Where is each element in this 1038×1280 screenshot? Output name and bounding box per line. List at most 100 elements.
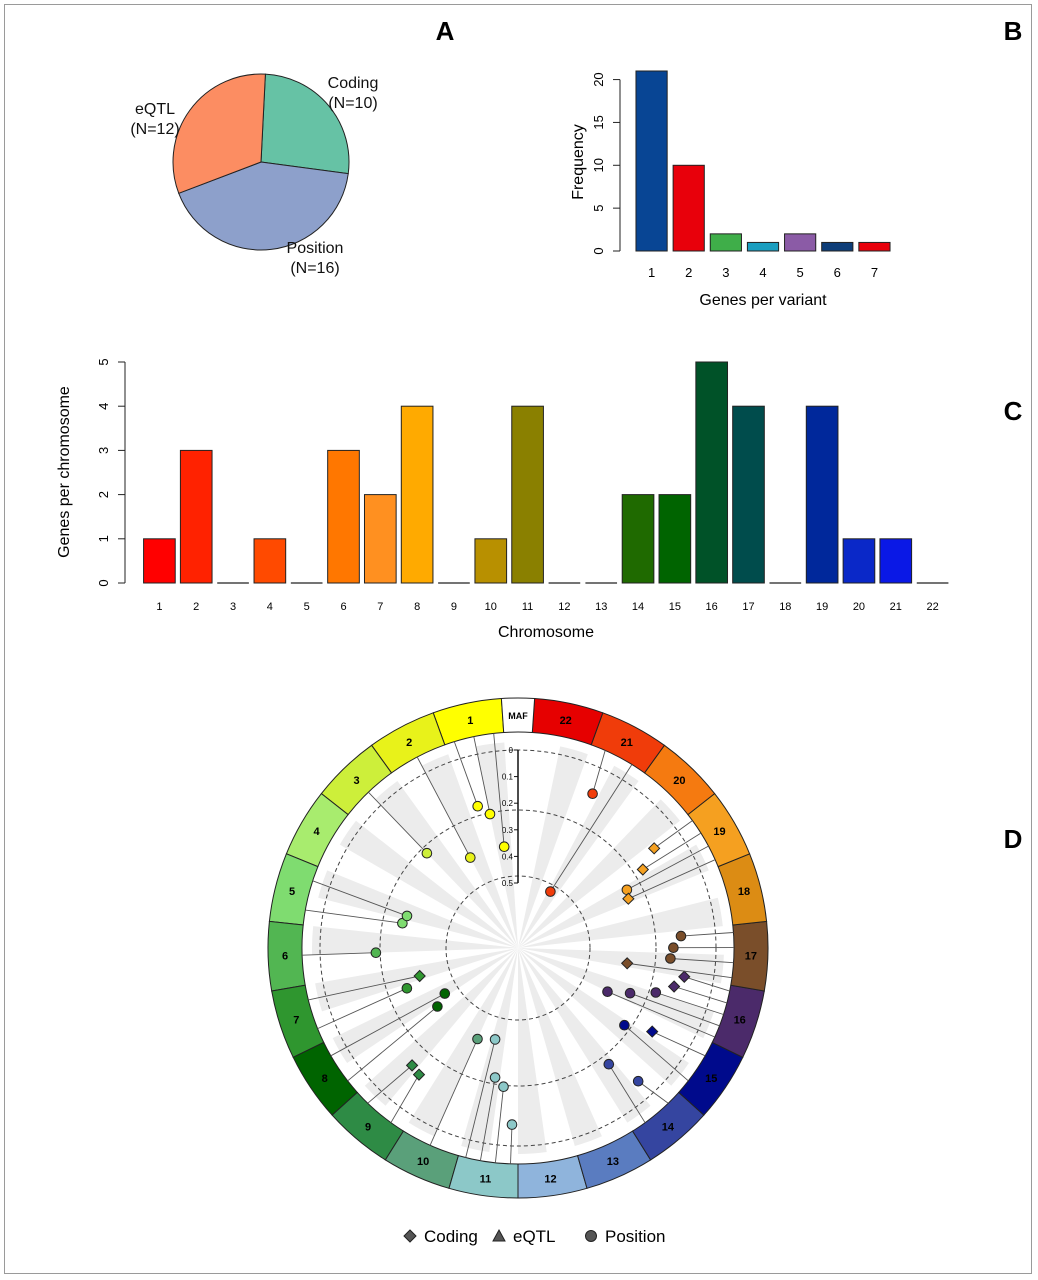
chromosome-label: 2 — [406, 737, 412, 749]
x-tick-label: 2 — [685, 265, 692, 280]
sector-shading — [518, 844, 709, 948]
x-tick-label: 19 — [816, 601, 828, 613]
pie-slice-position — [178, 161, 349, 251]
variant-connector — [670, 958, 734, 964]
sector-shading — [518, 948, 602, 1146]
bar-genes-per-variant — [672, 164, 705, 252]
chromosome-label: 20 — [673, 775, 685, 787]
maf-tick-label: 0.2 — [502, 799, 514, 808]
chromosome-label: 17 — [745, 951, 757, 963]
sector-shading — [518, 948, 689, 1086]
variant-point-coding — [645, 1025, 659, 1038]
y-tick-label: 0 — [591, 247, 606, 254]
sector-shading — [408, 948, 518, 1137]
chromosome-label: 7 — [293, 1015, 299, 1027]
variant-connector — [473, 736, 491, 815]
variant-connector — [637, 1080, 669, 1104]
sector-shading — [518, 948, 547, 1154]
legend-symbol-diamond — [403, 1229, 417, 1243]
x-tick-label: 1 — [156, 601, 162, 613]
panel-label-c: C — [1004, 396, 1023, 426]
variant-point-position — [498, 841, 510, 853]
x-tick-label: 6 — [834, 265, 841, 280]
variant-connector — [494, 1086, 504, 1163]
y-tick-label: 15 — [591, 115, 606, 129]
x-tick-label: 10 — [485, 601, 497, 613]
maf-tick-label: 0.1 — [502, 773, 514, 782]
chromosome-label: 12 — [544, 1174, 556, 1186]
variant-connector — [368, 791, 428, 854]
chromosome-label: 15 — [705, 1073, 717, 1085]
bar-chromosome — [474, 538, 508, 584]
pie-count-position: (N=16) — [290, 260, 339, 277]
variant-point-coding — [622, 892, 635, 905]
variant-point-position — [421, 847, 433, 859]
x-tick-label: 15 — [669, 601, 681, 613]
variant-point-position — [401, 910, 413, 922]
chromosome-label: 10 — [417, 1156, 429, 1168]
sector-shading — [375, 781, 518, 948]
x-tick-label: 5 — [304, 601, 310, 613]
chromosome-segment — [285, 792, 349, 868]
variant-connector — [655, 992, 724, 1015]
sector-shading — [311, 926, 518, 955]
chromosome-segment — [643, 744, 716, 816]
variant-connector — [629, 992, 720, 1027]
chromosome-segment — [384, 1130, 460, 1189]
legend-label: Position — [605, 1227, 665, 1246]
chromosome-label: 4 — [313, 826, 320, 838]
variant-connector — [592, 750, 606, 794]
chromosome-label: 14 — [662, 1121, 675, 1133]
variant-connector — [510, 1124, 513, 1164]
chromosome-segment — [370, 712, 446, 774]
variant-point-position — [602, 986, 613, 998]
variant-point-position — [619, 1019, 630, 1031]
maf-tick-label: 0.3 — [502, 826, 514, 835]
y-tick-label: 5 — [591, 205, 606, 212]
chromosome-segment — [268, 853, 319, 926]
pie-slice-eqtl — [172, 73, 266, 194]
y-tick-label: 5 — [96, 358, 111, 365]
pie-label-position: Position — [287, 240, 344, 257]
legend-symbol-triangle — [492, 1228, 506, 1242]
sector-shading — [461, 948, 518, 1152]
variant-point-coding — [620, 957, 634, 970]
variant-connector — [317, 987, 408, 1030]
pie-count-coding: (N=10) — [328, 95, 377, 112]
variant-point-coding — [405, 1059, 419, 1072]
chromosome-label: 9 — [365, 1121, 371, 1133]
x-tick-label: 22 — [926, 601, 938, 613]
bar-chromosome — [511, 405, 544, 584]
pie-label-coding: Coding — [328, 75, 379, 92]
maf-tick-label: 0.5 — [502, 879, 514, 888]
variant-connector — [493, 733, 505, 847]
bar-chromosome — [732, 405, 765, 584]
sector-shading — [518, 948, 651, 1123]
panel-label-d: D — [1004, 824, 1023, 854]
chromosome-label: 3 — [354, 775, 360, 787]
x-tick-label: 18 — [779, 601, 791, 613]
variant-connector — [308, 975, 420, 1001]
variant-point-position — [465, 852, 476, 863]
chromosome-segment — [687, 792, 751, 868]
bar-genes-per-variant — [635, 70, 668, 252]
pie-count-eqtl: (N=12) — [130, 121, 179, 138]
variant-point-position — [587, 788, 598, 800]
maf-tick-label: 0.4 — [502, 852, 514, 861]
maf-axis-title: MAF — [508, 711, 528, 721]
variant-point-coding — [678, 970, 691, 983]
bar-chromosome — [400, 405, 434, 584]
bar-chromosome — [621, 494, 655, 584]
x-tick-label: 16 — [706, 601, 718, 613]
variant-connector — [330, 993, 446, 1057]
variant-point-position — [621, 884, 633, 896]
x-axis-title: Genes per variant — [699, 292, 827, 309]
variant-point-position — [489, 1072, 501, 1083]
bar-genes-per-variant — [858, 241, 891, 252]
maf-tick-label: 0 — [509, 746, 514, 755]
variant-connector — [684, 976, 730, 992]
chromosome-label: 19 — [713, 826, 725, 838]
bar-chromosome — [658, 494, 692, 584]
legend-label: Coding — [424, 1227, 478, 1246]
